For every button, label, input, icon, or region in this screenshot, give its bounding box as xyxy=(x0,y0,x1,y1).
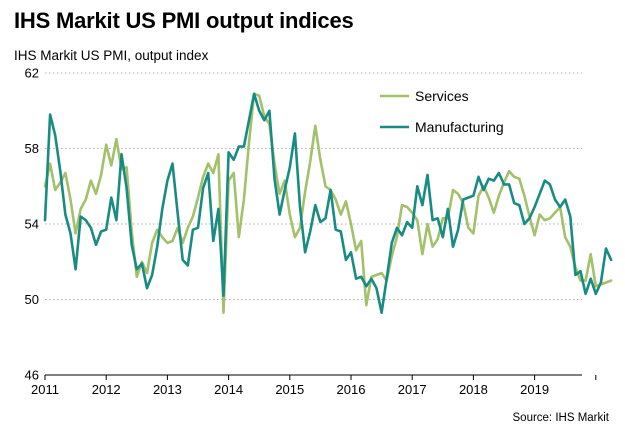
series-lines xyxy=(43,92,613,315)
legend-label-manufacturing: Manufacturing xyxy=(415,119,504,135)
x-axis: 2011 2012 2013 2014 2015 2016 2017 2018 2019 xyxy=(31,374,597,397)
manufacturing-line xyxy=(43,92,613,315)
x-tick-label: 2015 xyxy=(275,382,304,397)
services-line xyxy=(43,92,613,315)
y-axis-ticks: 46 50 54 58 62 xyxy=(25,66,39,383)
y-tick-label: 46 xyxy=(25,368,39,383)
x-tick-label: 2018 xyxy=(459,382,488,397)
legend-label-services: Services xyxy=(415,88,469,104)
x-tick-label: 2011 xyxy=(31,382,59,397)
x-tick-label: 2019 xyxy=(520,382,549,397)
x-tick-label: 2017 xyxy=(398,382,427,397)
y-tick-label: 50 xyxy=(25,292,39,307)
x-tick-label: 2012 xyxy=(92,382,121,397)
chart-title: IHS Markit US PMI output indices xyxy=(14,8,354,33)
x-tick-label: 2014 xyxy=(214,382,243,397)
legend: Services Manufacturing xyxy=(380,88,504,135)
y-tick-label: 54 xyxy=(25,217,39,232)
x-tick-label: 2016 xyxy=(337,382,366,397)
chart-subtitle: IHS Markit US PMI, output index xyxy=(14,48,209,63)
source-note: Source: IHS Markit xyxy=(512,412,610,424)
x-tick-label: 2013 xyxy=(153,382,182,397)
grid-lines xyxy=(45,72,582,300)
y-tick-label: 62 xyxy=(25,66,39,81)
y-tick-label: 58 xyxy=(25,141,39,156)
